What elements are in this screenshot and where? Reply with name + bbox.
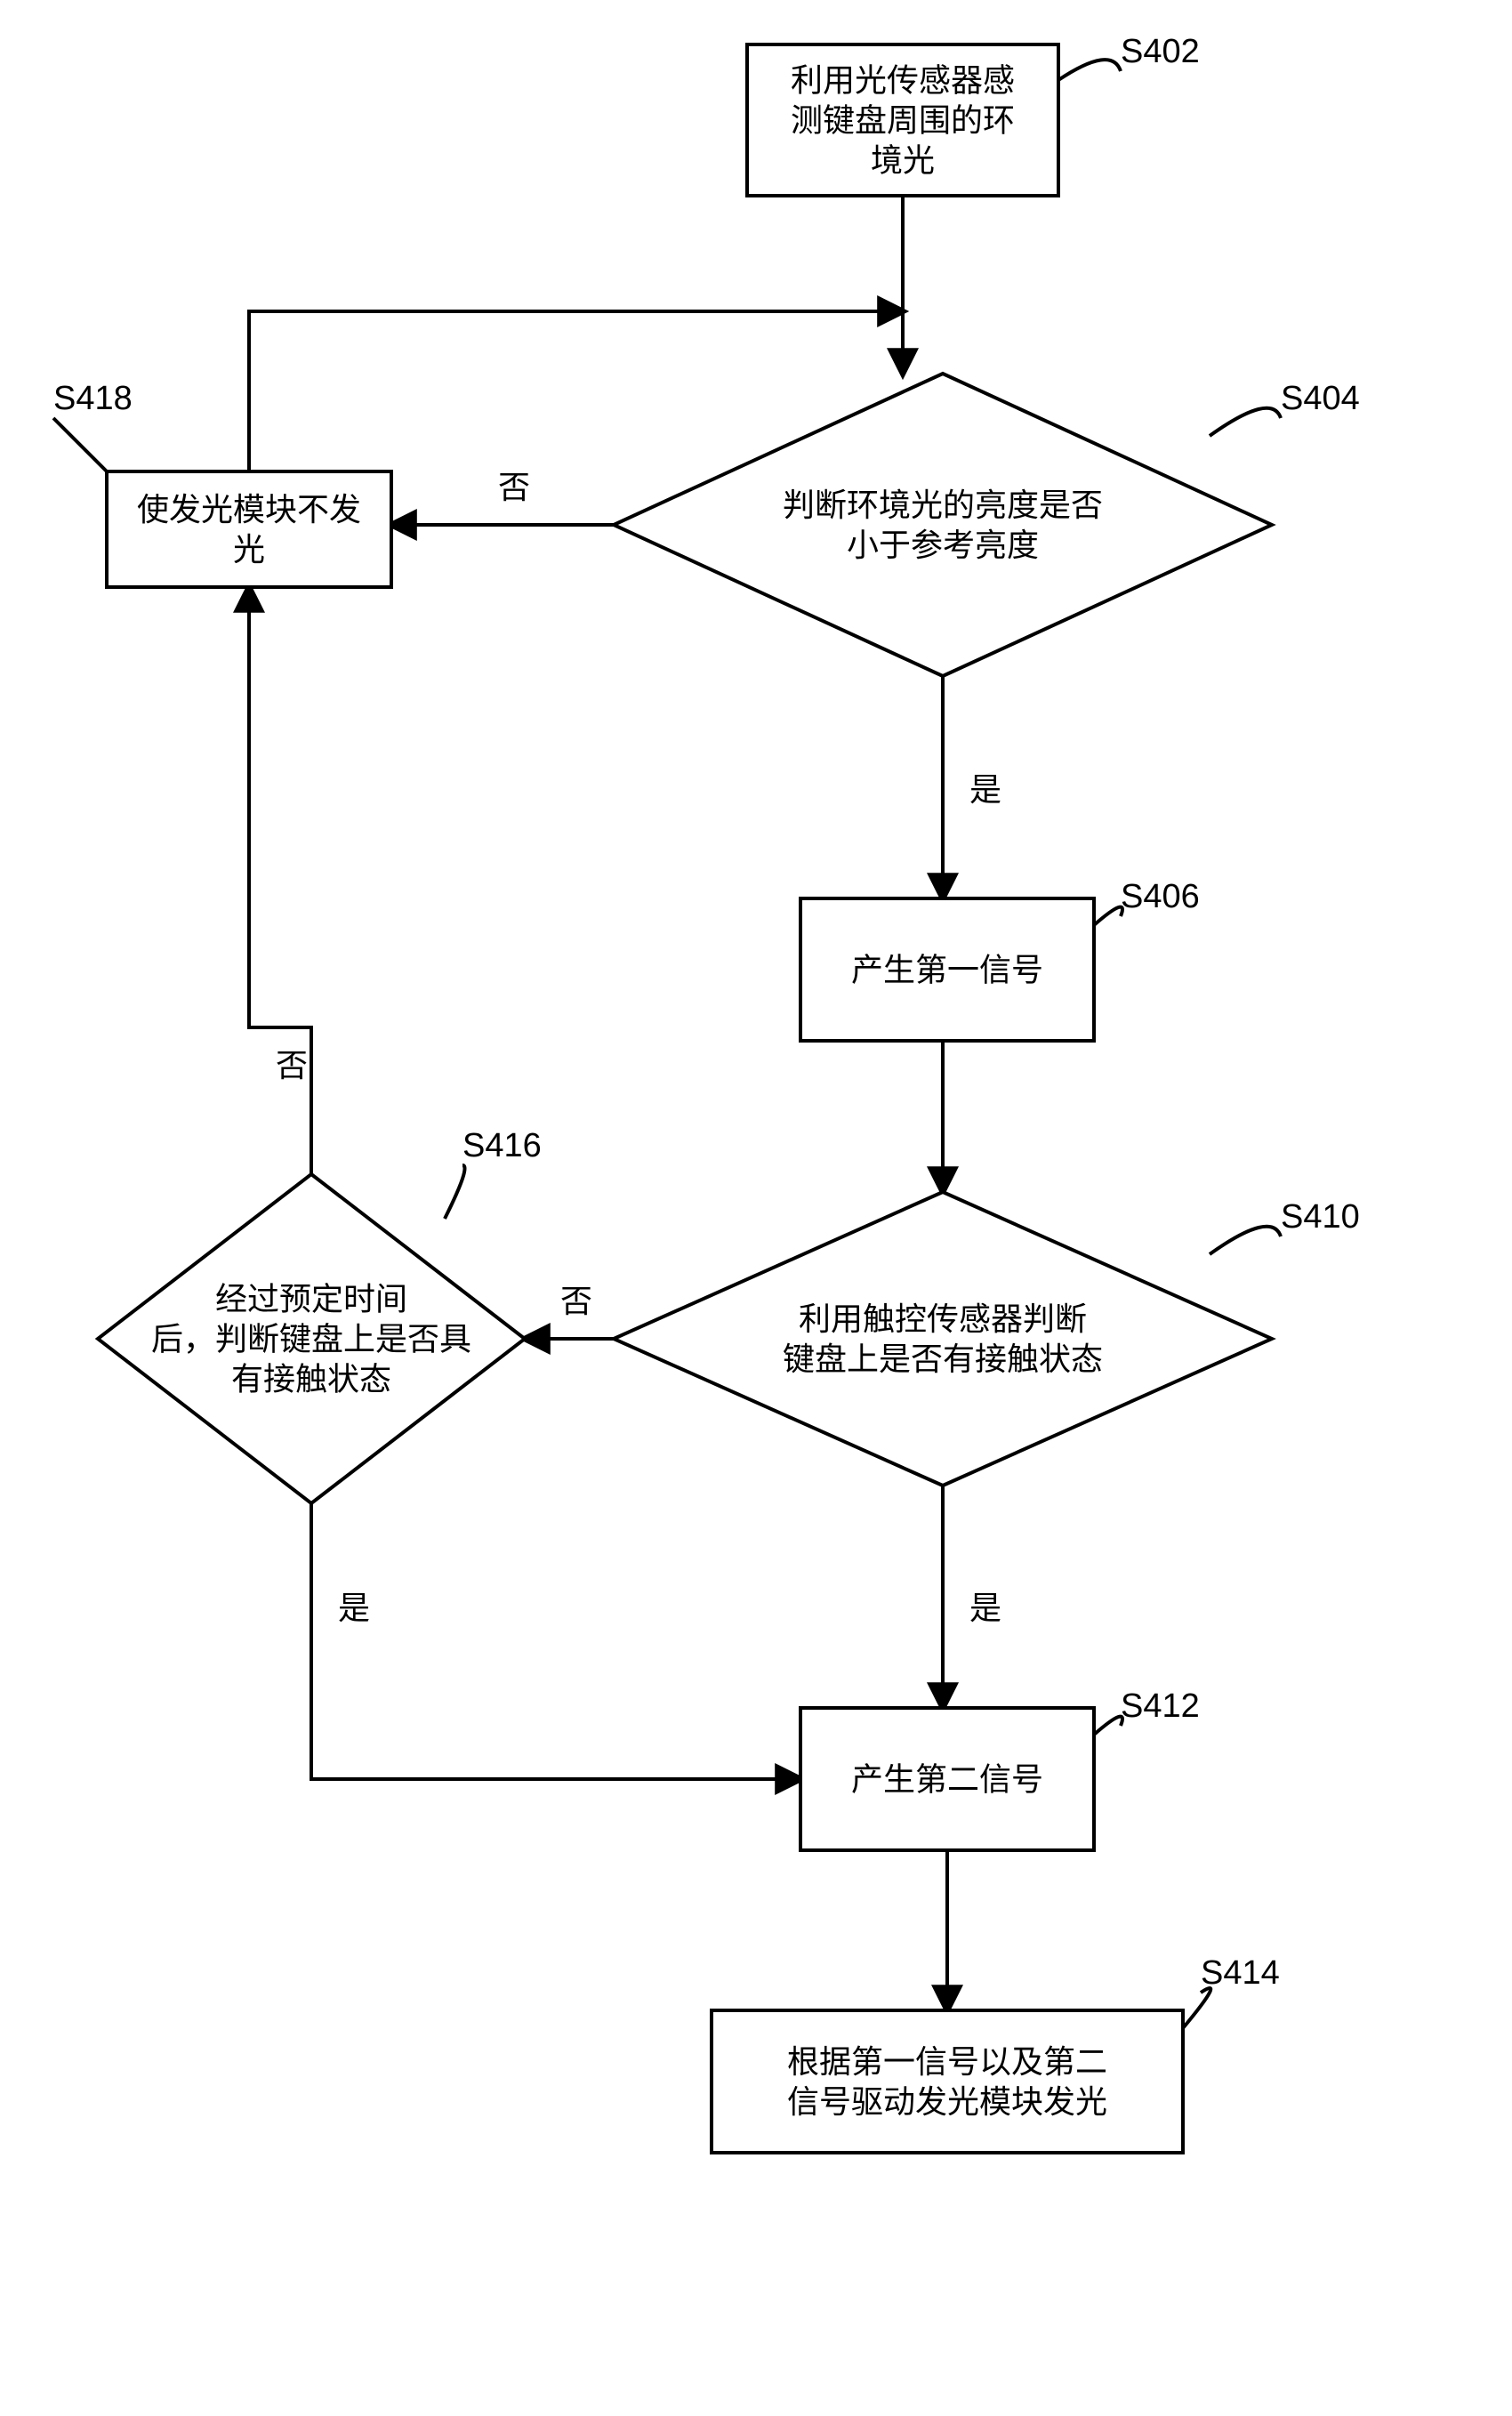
label-connector-s416 (445, 1165, 465, 1219)
edge-label-e6: 否 (560, 1283, 592, 1319)
label-connector-s402 (1058, 60, 1121, 80)
node-s406: 产生第一信号 (800, 898, 1094, 1041)
step-label-s416: S416 (462, 1127, 542, 1164)
edge-e8 (311, 1503, 800, 1779)
edge-label-e3: 否 (498, 469, 530, 505)
node-s412: 产生第二信号 (800, 1708, 1094, 1850)
label-connector-s414 (1183, 1988, 1210, 2028)
label-connector-s412 (1094, 1717, 1122, 1735)
step-label-s404: S404 (1281, 380, 1360, 417)
node-s410: 利用触控传感器判断键盘上是否有接触状态 (614, 1192, 1272, 1486)
node-text-s412: 产生第二信号 (851, 1761, 1043, 1798)
edge-label-e8: 是 (338, 1590, 370, 1626)
node-s414: 根据第一信号以及第二信号驱动发光模块发光 (712, 2010, 1183, 2153)
edge-label-e2: 是 (969, 771, 1001, 808)
step-label-s410: S410 (1281, 1198, 1360, 1236)
step-label-s402: S402 (1121, 33, 1200, 70)
edge-label-e5: 是 (969, 1590, 1001, 1626)
label-connector-s410 (1210, 1227, 1281, 1254)
node-s418: 使发光模块不发光 (107, 471, 391, 587)
label-connector-s406 (1094, 907, 1122, 925)
edge-label-e9: 否 (276, 1047, 308, 1083)
step-label-s412: S412 (1121, 1687, 1200, 1725)
node-text-s406: 产生第一信号 (851, 952, 1043, 988)
label-connector-s404 (1210, 408, 1281, 436)
label-connector-s418 (53, 418, 107, 471)
edge-e9 (249, 587, 311, 1174)
node-s416: 经过预定时间后，判断键盘上是否具有接触状态 (98, 1174, 525, 1503)
step-label-s406: S406 (1121, 878, 1200, 915)
step-label-s418: S418 (53, 380, 133, 417)
node-s404: 判断环境光的亮度是否小于参考亮度 (614, 374, 1272, 676)
step-label-s414: S414 (1201, 1954, 1280, 1992)
flowchart-root: 是否是否是否利用光传感器感测键盘周围的环境光S402判断环境光的亮度是否小于参考… (0, 0, 1512, 2416)
node-s402: 利用光传感器感测键盘周围的环境光 (747, 44, 1058, 196)
